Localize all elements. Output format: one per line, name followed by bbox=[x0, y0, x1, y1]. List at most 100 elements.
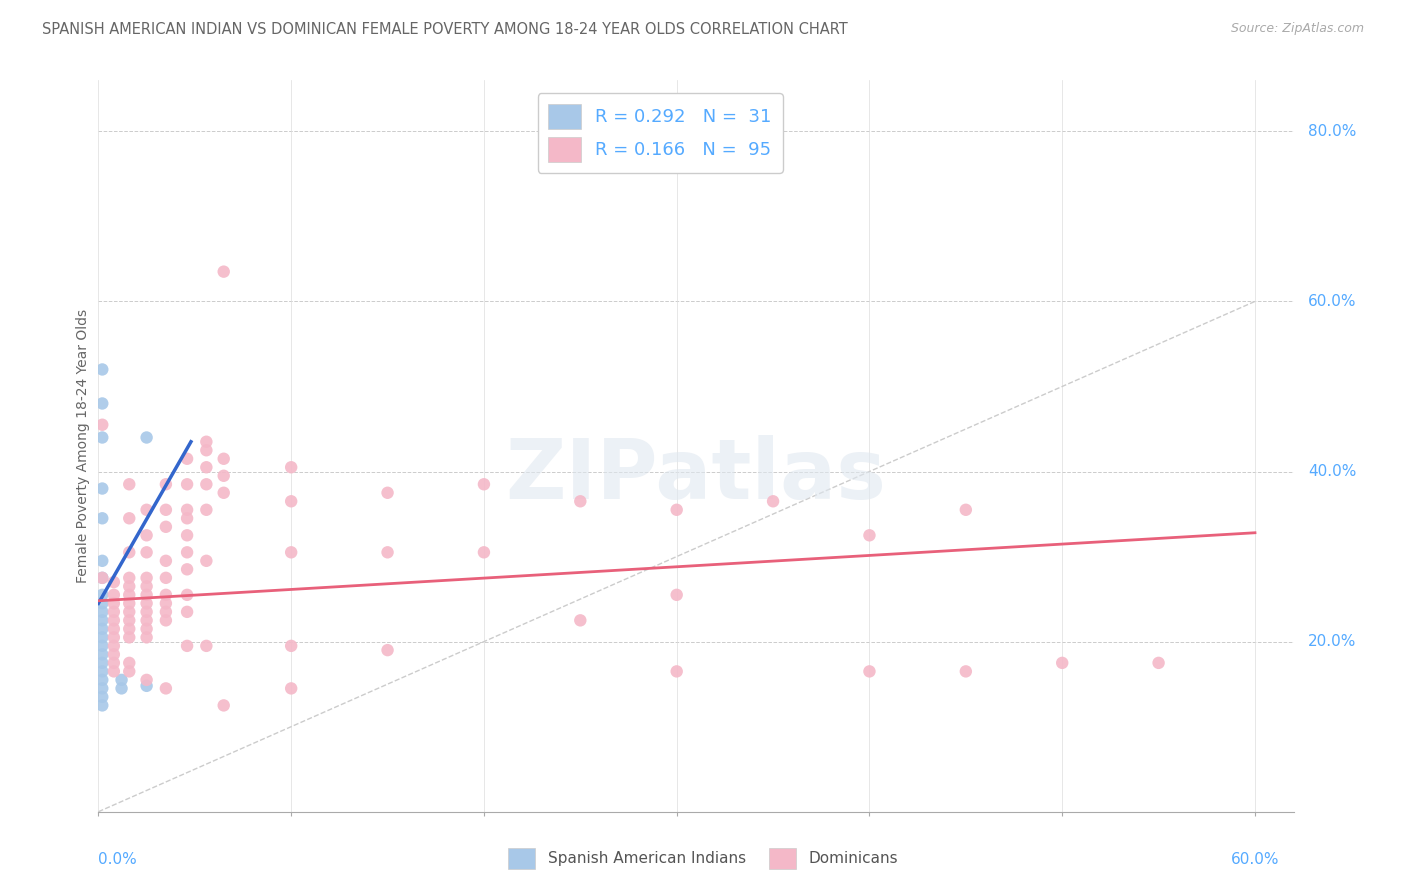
Legend: R = 0.292   N =  31, R = 0.166   N =  95: R = 0.292 N = 31, R = 0.166 N = 95 bbox=[537, 93, 783, 173]
Point bbox=[176, 477, 198, 491]
Point bbox=[118, 477, 141, 491]
Point bbox=[135, 679, 157, 693]
Point bbox=[91, 613, 114, 627]
Point bbox=[176, 528, 198, 542]
Point bbox=[91, 681, 114, 696]
Point bbox=[195, 443, 218, 458]
Point bbox=[212, 485, 235, 500]
Legend: Spanish American Indians, Dominicans: Spanish American Indians, Dominicans bbox=[502, 841, 904, 875]
Point bbox=[103, 596, 125, 610]
Point bbox=[195, 434, 218, 449]
Point bbox=[91, 482, 114, 496]
Point bbox=[955, 665, 977, 679]
Text: 40.0%: 40.0% bbox=[1308, 464, 1357, 479]
Point bbox=[91, 631, 114, 645]
Point bbox=[569, 494, 592, 508]
Point bbox=[103, 639, 125, 653]
Point bbox=[176, 545, 198, 559]
Text: 80.0%: 80.0% bbox=[1308, 124, 1357, 139]
Point bbox=[377, 545, 399, 559]
Point bbox=[135, 503, 157, 517]
Point bbox=[569, 613, 592, 627]
Point bbox=[103, 622, 125, 636]
Point bbox=[1050, 656, 1073, 670]
Point bbox=[118, 631, 141, 645]
Point bbox=[155, 588, 177, 602]
Point bbox=[103, 631, 125, 645]
Text: 0.0%: 0.0% bbox=[98, 852, 138, 867]
Point bbox=[280, 460, 302, 475]
Point bbox=[665, 503, 688, 517]
Point bbox=[155, 477, 177, 491]
Point bbox=[118, 622, 141, 636]
Point bbox=[118, 656, 141, 670]
Point bbox=[135, 571, 157, 585]
Point bbox=[176, 588, 198, 602]
Point bbox=[103, 648, 125, 662]
Text: SPANISH AMERICAN INDIAN VS DOMINICAN FEMALE POVERTY AMONG 18-24 YEAR OLDS CORREL: SPANISH AMERICAN INDIAN VS DOMINICAN FEM… bbox=[42, 22, 848, 37]
Point bbox=[91, 554, 114, 568]
Point bbox=[176, 605, 198, 619]
Point bbox=[176, 562, 198, 576]
Point bbox=[665, 665, 688, 679]
Point bbox=[91, 396, 114, 410]
Point bbox=[91, 362, 114, 376]
Point bbox=[118, 665, 141, 679]
Point bbox=[212, 468, 235, 483]
Point bbox=[118, 545, 141, 559]
Point bbox=[155, 596, 177, 610]
Point bbox=[118, 579, 141, 593]
Point bbox=[91, 648, 114, 662]
Point bbox=[280, 494, 302, 508]
Point bbox=[135, 596, 157, 610]
Point bbox=[155, 613, 177, 627]
Point bbox=[155, 554, 177, 568]
Point bbox=[176, 503, 198, 517]
Point bbox=[155, 503, 177, 517]
Point bbox=[195, 639, 218, 653]
Point bbox=[955, 503, 977, 517]
Point bbox=[135, 622, 157, 636]
Point bbox=[91, 673, 114, 687]
Point bbox=[91, 571, 114, 585]
Point bbox=[212, 451, 235, 466]
Point bbox=[377, 643, 399, 657]
Point bbox=[1147, 656, 1170, 670]
Point bbox=[195, 554, 218, 568]
Point bbox=[195, 503, 218, 517]
Point bbox=[118, 613, 141, 627]
Point bbox=[103, 588, 125, 602]
Point bbox=[103, 575, 125, 590]
Point bbox=[91, 690, 114, 704]
Point bbox=[195, 460, 218, 475]
Point bbox=[135, 528, 157, 542]
Point bbox=[91, 698, 114, 713]
Point bbox=[91, 622, 114, 636]
Text: 60.0%: 60.0% bbox=[1230, 852, 1279, 867]
Point bbox=[91, 588, 114, 602]
Point bbox=[103, 665, 125, 679]
Point bbox=[135, 613, 157, 627]
Point bbox=[103, 605, 125, 619]
Point bbox=[155, 520, 177, 534]
Point bbox=[280, 545, 302, 559]
Point bbox=[91, 430, 114, 444]
Point bbox=[135, 631, 157, 645]
Point bbox=[280, 639, 302, 653]
Point bbox=[858, 665, 880, 679]
Point bbox=[118, 571, 141, 585]
Point bbox=[110, 681, 132, 696]
Point bbox=[91, 656, 114, 670]
Point bbox=[118, 588, 141, 602]
Point bbox=[280, 681, 302, 696]
Point bbox=[103, 656, 125, 670]
Point bbox=[135, 673, 157, 687]
Point bbox=[176, 451, 198, 466]
Point bbox=[135, 430, 157, 444]
Point bbox=[377, 485, 399, 500]
Point bbox=[135, 545, 157, 559]
Point bbox=[91, 511, 114, 525]
Point bbox=[135, 579, 157, 593]
Point bbox=[103, 613, 125, 627]
Text: 20.0%: 20.0% bbox=[1308, 634, 1357, 649]
